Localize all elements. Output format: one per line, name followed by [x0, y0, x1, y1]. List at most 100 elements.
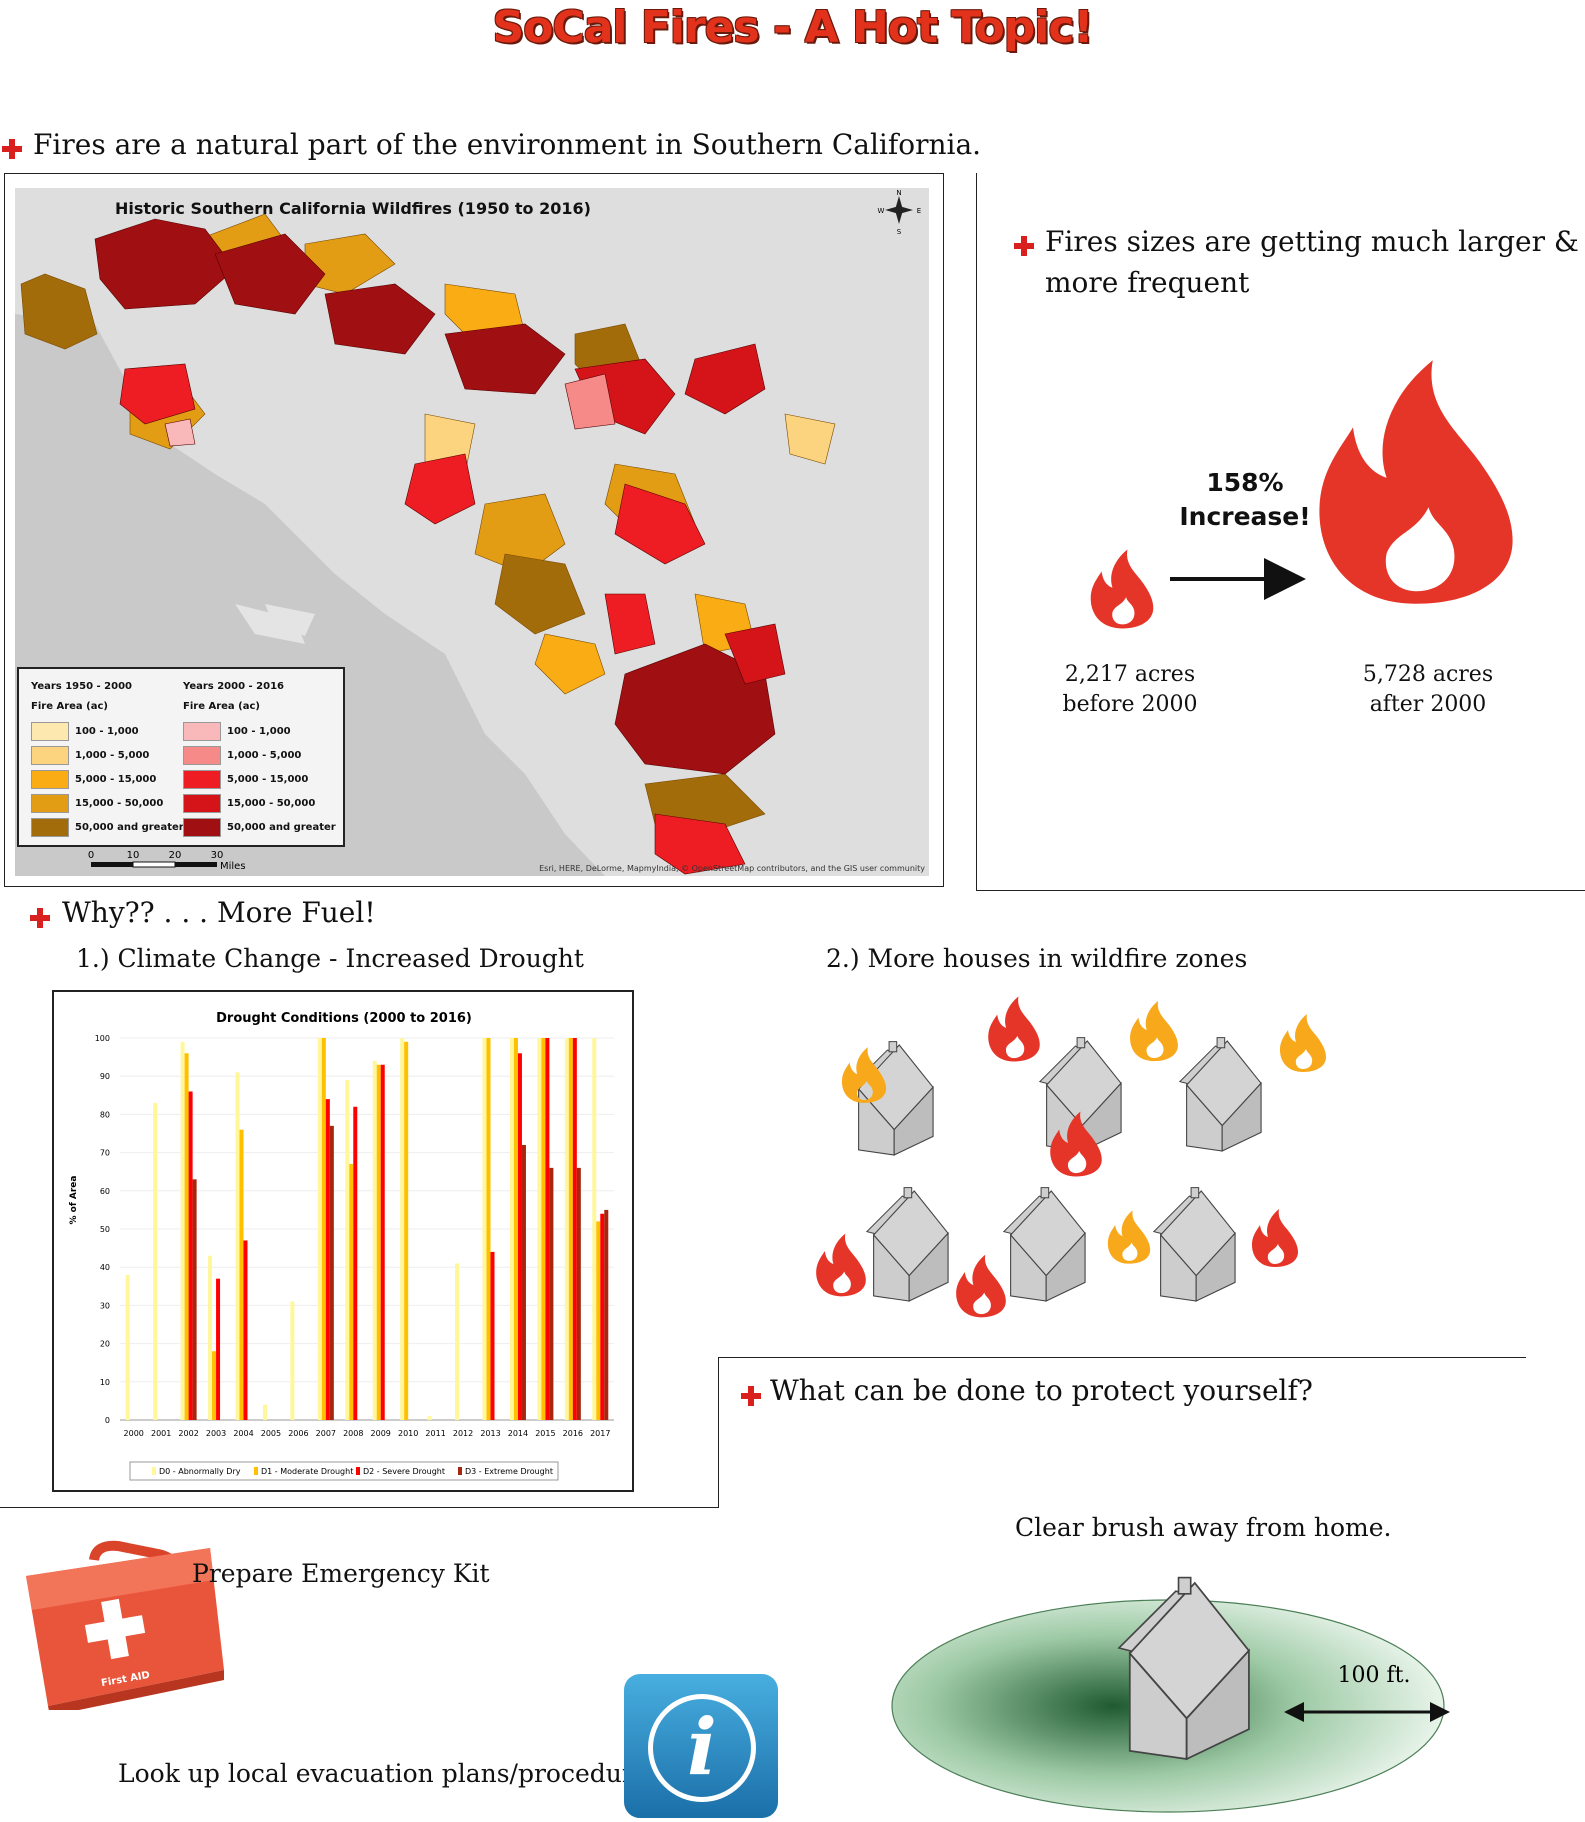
- legend-row: 50,000 and greater: [183, 815, 336, 839]
- cross-bullet-icon: [0, 137, 24, 161]
- chart-bars: [125, 1038, 609, 1420]
- chart-bar: [317, 1038, 322, 1420]
- chart-bar: [376, 1064, 381, 1420]
- chart-bar: [509, 1038, 514, 1420]
- legend-swatch: [183, 769, 221, 789]
- cross-bullet-icon: [1012, 234, 1036, 258]
- chart-bar: [321, 1038, 326, 1420]
- divider-vertical: [976, 173, 977, 891]
- drought-chart-panel: Drought Conditions (2000 to 2016) % of A…: [52, 990, 634, 1492]
- legend-row: 1,000 - 5,000: [31, 743, 184, 767]
- chart-x-tick-label: 2004: [233, 1429, 253, 1438]
- chart-x-tick-label: 2002: [178, 1429, 198, 1438]
- chart-legend: D0 - Abnormally Dry D1 - Moderate Drought…: [152, 1467, 553, 1476]
- chart-y-tick-label: 50: [100, 1225, 110, 1234]
- scale-tick: 30: [211, 850, 224, 861]
- chart-bar: [549, 1167, 554, 1420]
- increase-label: Increase!: [1179, 502, 1311, 531]
- distance-arrow-icon: [1284, 1702, 1450, 1722]
- before-acres: 2,217 acres: [1064, 662, 1196, 687]
- chart-x-tick-label: 2007: [316, 1429, 336, 1438]
- legend-swatch: [183, 793, 221, 813]
- chart-bar: [180, 1041, 185, 1420]
- arrow-right-icon: [1170, 558, 1306, 600]
- large-flame-icon: [1306, 356, 1526, 608]
- chart-bar: [596, 1221, 601, 1420]
- house-icon: [1168, 1031, 1278, 1161]
- flame-red-icon: [814, 1225, 868, 1305]
- chart-x-tick-label: 2013: [480, 1429, 500, 1438]
- chart-bar: [290, 1301, 295, 1420]
- after-acres: 5,728 acres: [1362, 662, 1494, 687]
- legend-label: 50,000 and greater: [227, 821, 336, 833]
- legend-row: 15,000 - 50,000: [31, 791, 184, 815]
- chart-bar: [329, 1125, 334, 1420]
- legend-subtitle: Fire Area (ac): [31, 701, 108, 712]
- chart-bar: [537, 1038, 542, 1420]
- legend-label: 1,000 - 5,000: [75, 749, 150, 761]
- chart-legend-box: [129, 1461, 559, 1481]
- chart-bar: [604, 1209, 609, 1420]
- chart-bar: [208, 1255, 213, 1420]
- flame-red-icon: [1048, 1105, 1104, 1183]
- chart-bar: [216, 1278, 221, 1420]
- legend-swatch: [31, 817, 69, 837]
- flame-orange-icon: [1128, 989, 1180, 1073]
- map-legend: Years 1950 - 2000 Fire Area (ac) Years 2…: [17, 667, 345, 847]
- chart-bar: [235, 1072, 240, 1420]
- chart-y-tick-label: 40: [100, 1263, 110, 1272]
- chart-y-tick-label: 80: [100, 1110, 110, 1119]
- legend-row: 5,000 - 15,000: [31, 767, 184, 791]
- legend-swatch: [183, 817, 221, 837]
- flame-orange-icon: [1278, 1005, 1328, 1081]
- chart-bar: [576, 1167, 581, 1420]
- legend-label: 1,000 - 5,000: [227, 749, 302, 761]
- legend-label: 100 - 1,000: [75, 725, 139, 737]
- defensible-space-illustration: 100 ft.: [891, 1548, 1450, 1813]
- emergency-kit-text: Prepare Emergency Kit: [192, 1559, 490, 1588]
- small-flame-icon: [1088, 544, 1156, 634]
- chart-bar: [486, 1038, 491, 1420]
- chart-y-axis-label: % of Area: [69, 1176, 79, 1225]
- chart-y-tick-label: 10: [100, 1378, 110, 1387]
- legend-label: 15,000 - 50,000: [227, 797, 316, 809]
- chart-bar: [427, 1416, 432, 1420]
- info-glyph: i: [687, 1702, 717, 1793]
- chart-y-tick-label: 0: [105, 1416, 110, 1425]
- chart-x-tick-label: 2003: [206, 1429, 226, 1438]
- chart-bar: [353, 1106, 358, 1420]
- chart-bar: [188, 1091, 193, 1420]
- info-icon[interactable]: i: [624, 1674, 778, 1818]
- chart-y-tick-label: 30: [100, 1301, 110, 1310]
- chart-y-tick-label: 90: [100, 1072, 110, 1081]
- chart-bar: [564, 1038, 569, 1420]
- first-aid-kit-icon: First AID: [26, 1540, 224, 1710]
- houses-illustration: [810, 985, 1330, 1325]
- compass-e: E: [917, 207, 921, 215]
- scale-tick: 10: [127, 850, 140, 861]
- chart-bar: [372, 1060, 377, 1420]
- chart-bar: [455, 1263, 460, 1420]
- legend-swatch: [31, 745, 69, 765]
- legend-row: 1,000 - 5,000: [183, 743, 336, 767]
- house-icon: [1142, 1181, 1252, 1311]
- legend-label: 5,000 - 15,000: [227, 773, 309, 785]
- chart-bar: [262, 1404, 267, 1420]
- chart-y-tick-label: 20: [100, 1340, 110, 1349]
- chart-bar: [521, 1144, 526, 1420]
- map-title: Historic Southern California Wildfires (…: [115, 199, 591, 218]
- legend-label: 100 - 1,000: [227, 725, 291, 737]
- chart-bar: [212, 1351, 217, 1420]
- chart-x-tick-label: 2014: [508, 1429, 528, 1438]
- flame-red-icon: [954, 1247, 1008, 1325]
- divider-horizontal: [0, 1507, 719, 1508]
- legend-row: 15,000 - 50,000: [183, 791, 336, 815]
- clear-brush-text: Clear brush away from home.: [1015, 1513, 1392, 1542]
- chart-bar: [404, 1041, 409, 1420]
- chart-bar: [349, 1164, 354, 1420]
- legend-swatch: [31, 769, 69, 789]
- legend-swatch: [183, 721, 221, 741]
- chart-bar: [192, 1179, 197, 1420]
- legend-column-2000: 100 - 1,000 1,000 - 5,000 5,000 - 15,000…: [183, 719, 336, 839]
- chart-x-tick-label: 2006: [288, 1429, 308, 1438]
